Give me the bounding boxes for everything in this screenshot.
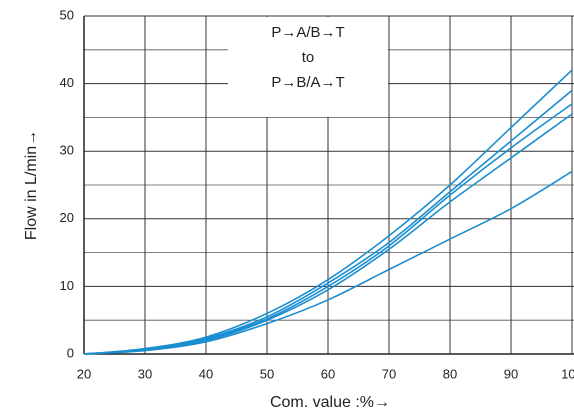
annotation: P→A/B→T xyxy=(271,24,344,41)
series-line xyxy=(83,69,573,355)
series-line xyxy=(83,103,573,355)
annotation-box xyxy=(228,17,388,117)
annotation: P→B/A→T xyxy=(271,74,344,91)
x-tick-label: 70 xyxy=(382,366,396,381)
y-tick-label: 0 xyxy=(67,345,74,360)
series-line xyxy=(83,113,573,355)
series-line xyxy=(83,170,573,355)
y-tick-label: 30 xyxy=(60,143,74,158)
x-tick-label: 50 xyxy=(260,366,274,381)
x-tick-label: 20 xyxy=(77,366,91,381)
y-tick-label: 20 xyxy=(60,210,74,225)
x-tick-label: 40 xyxy=(199,366,213,381)
y-tick-label: 10 xyxy=(60,278,74,293)
y-tick-label: 50 xyxy=(60,7,74,22)
y-axis-title: Flow in L/min→ xyxy=(23,130,40,240)
x-tick-label: 30 xyxy=(138,366,152,381)
y-tick-label: 40 xyxy=(60,75,74,90)
x-axis-title: Com. value :%→ xyxy=(270,394,390,411)
x-tick-label: 80 xyxy=(443,366,457,381)
x-tick-label: 90 xyxy=(504,366,518,381)
x-tick-label: 60 xyxy=(321,366,335,381)
x-tick-label: 100 xyxy=(561,366,574,381)
annotation: to xyxy=(302,49,315,66)
